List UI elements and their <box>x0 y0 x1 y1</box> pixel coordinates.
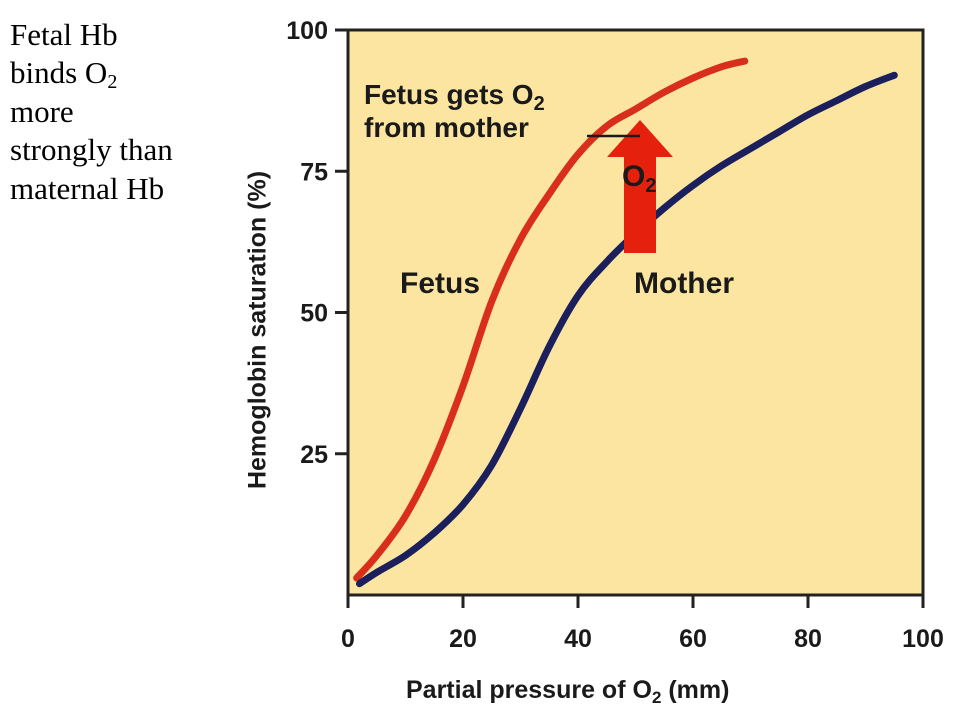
arrow-label-text: O <box>622 160 646 193</box>
x-axis-label-text: Partial pressure of O <box>406 676 652 704</box>
plot-area <box>346 28 925 597</box>
oxygen-transfer-arrow <box>607 120 673 253</box>
annotation-fetus-gets-o2: Fetus gets O2 from mother <box>364 78 545 144</box>
arrow-label-o2: O2 <box>622 160 657 197</box>
y-tick-label: 25 <box>300 441 328 469</box>
side-note-line-2-subscript: 2 <box>107 71 118 94</box>
series-label-mother: Mother <box>634 267 734 300</box>
side-note-line-1: Fetal Hb <box>10 17 118 52</box>
side-note-line-2-text: binds O <box>10 55 108 91</box>
annotation-line-1-text: Fetus gets O <box>364 79 534 110</box>
arrow-label-subscript: 2 <box>645 175 657 197</box>
side-note-line-5: maternal Hb <box>10 170 165 206</box>
side-note-line-3: more <box>10 93 74 129</box>
x-tick-label: 80 <box>794 625 822 653</box>
x-tick-label: 60 <box>679 625 707 653</box>
series-label-fetus: Fetus <box>400 267 481 300</box>
x-tick-label: 100 <box>902 625 944 653</box>
tick-marks <box>335 28 925 608</box>
x-tick-label: 0 <box>341 625 355 653</box>
side-note-line-2: binds O2 <box>10 54 235 92</box>
y-tick-label: 100 <box>286 17 328 45</box>
y-tick-label: 75 <box>300 158 328 186</box>
x-axis-label: Partial pressure of O2 (mm) <box>406 676 730 707</box>
tick-labels: 0 20 40 60 80 100 25 50 75 100 <box>286 17 944 653</box>
annotation-fetus-gets-o2-line-2: from mother <box>364 112 529 144</box>
x-tick-label: 40 <box>564 625 592 653</box>
annotation-fetus-gets-o2-line-1: Fetus gets O2 <box>364 78 545 114</box>
y-tick-label: 50 <box>300 300 328 328</box>
annotation-line-1-subscript: 2 <box>533 93 545 115</box>
side-note-line-4: strongly than <box>10 132 173 168</box>
x-tick-label: 20 <box>449 625 477 653</box>
x-axis-label-subscript: 2 <box>651 688 662 707</box>
series-line-fetus <box>353 57 749 582</box>
side-note: Fetal Hb binds O2 more strongly than mat… <box>10 16 235 208</box>
y-axis-label: Hemoglobin saturation (%) <box>243 170 272 490</box>
x-axis-label-unit: (mm) <box>661 676 730 704</box>
series-line-mother <box>356 71 898 588</box>
